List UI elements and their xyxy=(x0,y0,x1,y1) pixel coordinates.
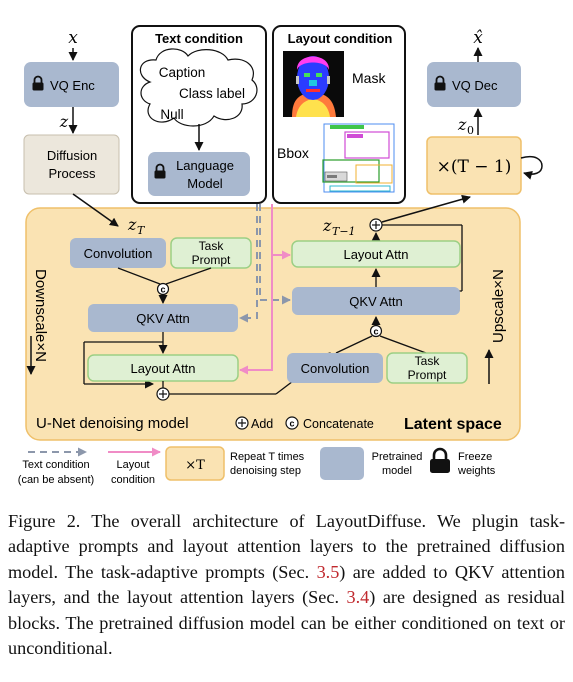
z-label: z xyxy=(59,112,69,131)
svg-text:Prompt: Prompt xyxy=(192,253,231,267)
text-cloud xyxy=(139,48,258,127)
svg-text:Mask: Mask xyxy=(352,70,386,86)
legend-repeat-box: ×T xyxy=(165,446,225,481)
zT-sub: T xyxy=(137,224,146,237)
text-condition-panel: Text condition Caption Class label Null … xyxy=(131,25,267,204)
layout-condition-panel: Layout condition Mask Bbox xyxy=(272,25,406,204)
caption-ref-3-5[interactable]: 3.5 xyxy=(316,561,340,582)
vq-enc-block: VQ Enc xyxy=(24,62,119,107)
diffusion-process-block: Diffusion Process xyxy=(23,134,120,195)
upscale-label: Upscale×N xyxy=(490,269,507,343)
svg-text:Process: Process xyxy=(49,166,96,181)
svg-text:VQ Enc: VQ Enc xyxy=(50,78,95,93)
right-task-prompt-block[interactable]: Task Prompt xyxy=(386,352,468,384)
svg-text:denoising step: denoising step xyxy=(230,465,301,477)
latent-space-label: Latent space xyxy=(404,416,502,433)
svg-text:Task: Task xyxy=(415,354,441,368)
svg-text:weights: weights xyxy=(457,465,496,477)
concat-legend-label: Concatenate xyxy=(303,417,374,431)
svg-text:QKV Attn: QKV Attn xyxy=(349,294,402,309)
repeat-denoising-block: ×(T − 1) xyxy=(426,136,522,195)
svg-text:model: model xyxy=(382,465,412,477)
downscale-label: Downscale×N xyxy=(32,269,49,362)
z0-label: z xyxy=(457,115,467,134)
right-concat-symbol: c xyxy=(369,324,383,338)
right-layout-attn-block[interactable]: Layout Attn xyxy=(291,240,461,268)
figure-caption: Figure 2. The overall architecture of La… xyxy=(8,511,566,659)
loop-arrow xyxy=(520,155,543,180)
svg-text:Language: Language xyxy=(176,158,234,173)
legend-lock-icon xyxy=(430,447,450,473)
legend-pretrained-box xyxy=(320,447,364,480)
text-condition-arrow xyxy=(239,204,258,323)
svg-text:QKV Attn: QKV Attn xyxy=(136,311,189,326)
left-layout-attn-block[interactable]: Layout Attn xyxy=(87,354,239,382)
bbox-image xyxy=(321,122,397,195)
svg-text:c: c xyxy=(289,419,294,429)
zT1-label: z xyxy=(322,216,332,235)
zT1-sub: T−1 xyxy=(332,225,356,238)
svg-text:Caption: Caption xyxy=(159,65,206,80)
svg-text:Layout condition: Layout condition xyxy=(288,31,393,46)
svg-text:Model: Model xyxy=(187,176,223,191)
text-condition-arrow-right xyxy=(259,204,291,305)
svg-text:(can be absent): (can be absent) xyxy=(18,474,94,486)
svg-text:Bbox: Bbox xyxy=(277,145,309,161)
svg-text:c: c xyxy=(373,327,378,337)
svg-text:Prompt: Prompt xyxy=(408,368,447,382)
x-label: x xyxy=(68,28,78,48)
right-convolution-block[interactable]: Convolution xyxy=(287,353,383,383)
svg-text:Null: Null xyxy=(160,107,183,122)
svg-text:Class label: Class label xyxy=(179,86,245,101)
svg-text:×(T − 1): ×(T − 1) xyxy=(437,157,512,177)
left-convolution-block[interactable]: Convolution xyxy=(70,238,166,268)
svg-text:Task: Task xyxy=(199,239,225,253)
z0-sub: 0 xyxy=(467,124,474,137)
concat-legend-symbol: c xyxy=(285,416,299,430)
svg-text:Text condition: Text condition xyxy=(155,31,243,46)
svg-text:VQ Dec: VQ Dec xyxy=(452,78,498,93)
svg-text:condition: condition xyxy=(111,474,155,486)
svg-text:Layout Attn: Layout Attn xyxy=(343,247,408,262)
svg-text:Convolution: Convolution xyxy=(84,246,153,261)
mask-image xyxy=(283,51,344,117)
svg-text:Freeze: Freeze xyxy=(458,451,492,463)
svg-text:Layout Attn: Layout Attn xyxy=(130,361,195,376)
right-qkv-attn-block[interactable]: QKV Attn xyxy=(292,287,460,315)
xhat-label: x̂ xyxy=(473,28,483,48)
left-task-prompt-block[interactable]: Task Prompt xyxy=(170,237,252,269)
zT-label: z xyxy=(127,215,137,234)
caption-ref-3-4[interactable]: 3.4 xyxy=(346,587,370,608)
svg-text:Diffusion: Diffusion xyxy=(47,148,97,163)
vq-dec-block: VQ Dec xyxy=(427,62,521,107)
svg-text:c: c xyxy=(160,285,165,295)
svg-text:Convolution: Convolution xyxy=(301,361,370,376)
left-add-symbol xyxy=(156,387,170,401)
right-add-top-symbol xyxy=(369,218,383,232)
svg-text:Text condition: Text condition xyxy=(22,459,89,471)
svg-text:Pretrained: Pretrained xyxy=(372,451,423,463)
unet-label: U-Net denoising model xyxy=(36,415,189,432)
left-qkv-attn-block[interactable]: QKV Attn xyxy=(88,304,238,332)
svg-text:×T: ×T xyxy=(185,458,205,473)
left-concat-symbol: c xyxy=(156,282,170,296)
svg-text:Repeat T times: Repeat T times xyxy=(230,451,305,463)
svg-text:Layout: Layout xyxy=(116,459,149,471)
layout-condition-arrow xyxy=(239,204,273,375)
add-legend-symbol xyxy=(235,416,249,430)
add-legend-label: Add xyxy=(251,417,273,431)
